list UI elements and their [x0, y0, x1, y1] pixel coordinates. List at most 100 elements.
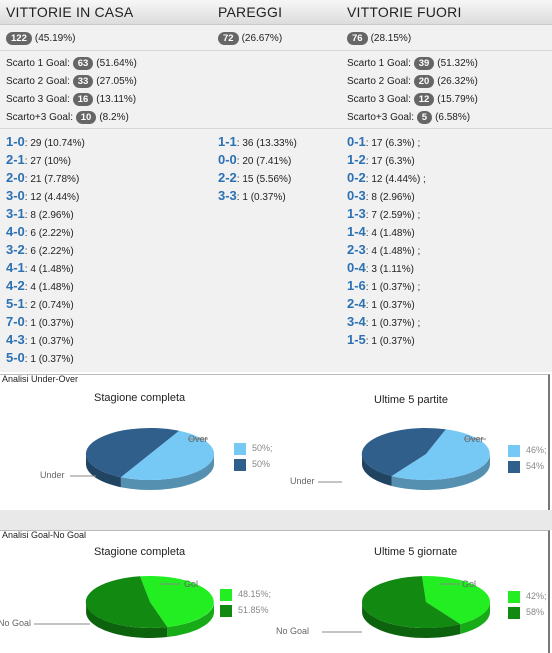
legend: 42%; 58% — [508, 590, 547, 622]
score-row: 1-5: 1 (0.37%) — [347, 332, 415, 347]
home-total: 122 (45.19%) — [6, 30, 75, 48]
legend-entry: 50%; — [234, 442, 273, 458]
pie-slice-side — [362, 603, 461, 638]
legend: 48.15%; 51.85% — [220, 588, 271, 620]
pie-slice-over — [85, 427, 180, 478]
score-row: 1-1: 36 (13.33%) — [218, 134, 297, 149]
count-badge: 122 — [6, 31, 32, 45]
divider — [0, 50, 552, 51]
score-row: 3-1: 8 (2.96%) — [6, 206, 74, 221]
count-badge: 76 — [347, 31, 368, 45]
slice-label: Gol — [462, 579, 476, 589]
count-badge: 5 — [416, 110, 433, 124]
margin-row: Scarto 2 Goal: 33 (27.05%) — [6, 74, 137, 88]
pie-slice-under — [391, 429, 490, 480]
divider — [0, 128, 552, 129]
pie-chart-goal-nogoal-last5: No Goal Gol — [276, 576, 491, 638]
pct-text: (26.67%) — [241, 33, 283, 44]
under-over-panel: Analisi Under-Over Stagione completa Ult… — [0, 374, 552, 511]
chart-title: Stagione completa — [94, 546, 186, 558]
score-row: 0-1: 17 (6.3%) ; — [347, 134, 421, 149]
slice-label: Gol — [184, 579, 198, 589]
score-row: 3-0: 12 (4.44%) — [6, 188, 80, 203]
count-badge: 16 — [72, 92, 94, 106]
score-row: 1-6: 1 (0.37%) ; — [347, 278, 421, 293]
legend-entry: 46%; — [508, 444, 547, 460]
draw-scores-list: 1-1: 36 (13.33%) 0-0: 20 (7.41%) 2-2: 15… — [218, 133, 297, 205]
slice-label: Under — [290, 476, 315, 486]
chart-title: Ultime 5 partite — [374, 394, 448, 406]
legend-entry: 48.15%; — [220, 588, 271, 604]
count-badge: 63 — [72, 56, 94, 70]
count-badge: 12 — [413, 92, 435, 106]
slice-label: Over — [464, 434, 484, 444]
score-row: 2-4: 1 (0.37%) — [347, 296, 415, 311]
pie-chart-under-over-last5: Under Over — [290, 427, 490, 490]
pie-slice-side — [391, 454, 490, 490]
pie-slice-no-goal — [422, 576, 491, 624]
pie-slice-gol — [85, 576, 168, 628]
score-row: 5-1: 2 (0.74%) — [6, 296, 74, 311]
pie-slice-no-goal — [140, 575, 214, 627]
pct-text: (28.15%) — [370, 33, 412, 44]
score-row: 1-4: 4 (1.48%) — [347, 224, 415, 239]
count-badge: 39 — [413, 56, 435, 70]
pie-slice-over — [361, 427, 446, 476]
margin-row: Scarto+3 Goal: 5 (6.58%) — [347, 110, 471, 124]
score-row: 2-1: 27 (10%) — [6, 152, 71, 167]
score-row: 3-3: 1 (0.37%) — [218, 188, 286, 203]
chart-title: Ultime 5 giornate — [374, 546, 458, 558]
pie-slice-side — [86, 454, 121, 488]
pie-slice-side — [86, 603, 168, 638]
draws-heading: PAREGGI — [218, 4, 283, 20]
home-wins-heading: VITTORIE IN CASA — [6, 4, 134, 20]
away-total: 76 (28.15%) — [347, 30, 411, 48]
score-row: 7-0: 1 (0.37%) — [6, 314, 74, 329]
margin-row: Scarto+3 Goal: 10 (8.2%) — [6, 110, 129, 124]
panel-title: Analisi Under-Over — [2, 374, 79, 384]
margin-row: Scarto 3 Goal: 12 (15.79%) — [347, 92, 478, 106]
score-row: 0-0: 20 (7.41%) — [218, 152, 292, 167]
pie-slice-under — [120, 430, 215, 481]
score-row: 4-2: 4 (1.48%) — [6, 278, 74, 293]
legend: 46%; 54% — [508, 444, 547, 476]
score-row: 3-2: 6 (2.22%) — [6, 242, 74, 257]
slice-label: No Goal — [276, 626, 309, 636]
count-badge: 33 — [72, 74, 94, 88]
legend-entry: 58% — [508, 606, 547, 622]
legend: 50%; 50% — [234, 442, 273, 474]
panel-title: Analisi Goal-No Goal — [2, 530, 87, 540]
goal-nogoal-panel: Analisi Goal-No Goal Stagione completa U… — [0, 530, 552, 653]
column-header-bar: VITTORIE IN CASA PAREGGI VITTORIE FUORI — [0, 0, 552, 25]
away-margins-list: Scarto 1 Goal: 39 (51.32%) Scarto 2 Goal:… — [347, 55, 478, 127]
results-stats-panel: VITTORIE IN CASA PAREGGI VITTORIE FUORI … — [0, 0, 552, 372]
pie-slice-side — [362, 453, 392, 486]
score-row: 4-0: 6 (2.22%) — [6, 224, 74, 239]
draw-total: 72 (26.67%) — [218, 30, 282, 48]
margin-row: Scarto 1 Goal: 39 (51.32%) — [347, 56, 478, 70]
count-badge: 10 — [75, 110, 97, 124]
score-row: 1-0: 29 (10.74%) — [6, 134, 85, 149]
legend-entry: 54% — [508, 460, 547, 476]
pie-slice-side — [167, 602, 214, 637]
pie-chart-under-over-season: Under Over — [40, 427, 215, 490]
pct-text: (45.19%) — [34, 33, 76, 44]
count-badge: 20 — [413, 74, 435, 88]
score-row: 0-2: 12 (4.44%) ; — [347, 170, 426, 185]
chart-title: Stagione completa — [94, 392, 186, 404]
score-row: 1-2: 17 (6.3%) — [347, 152, 415, 167]
score-row: 5-0: 1 (0.37%) — [6, 350, 74, 365]
score-row: 0-4: 3 (1.11%) — [347, 260, 414, 275]
pie-chart-goal-nogoal-season: No Goal Gol — [0, 575, 214, 638]
score-row: 2-0: 21 (7.78%) — [6, 170, 80, 185]
home-scores-list: 1-0: 29 (10.74%) 2-1: 27 (10%) 2-0: 21 (… — [6, 133, 85, 367]
score-row: 2-3: 4 (1.48%) ; — [347, 242, 421, 257]
slice-label: Over — [188, 434, 208, 444]
legend-entry: 50% — [234, 458, 273, 474]
count-badge: 72 — [218, 31, 239, 45]
score-row: 3-4: 1 (0.37%) ; — [347, 314, 421, 329]
legend-entry: 42%; — [508, 590, 547, 606]
legend-entry: 51.85% — [220, 604, 271, 620]
away-wins-heading: VITTORIE FUORI — [347, 4, 462, 20]
away-scores-list: 0-1: 17 (6.3%) ; 1-2: 17 (6.3%) 0-2: 12 … — [347, 133, 426, 349]
